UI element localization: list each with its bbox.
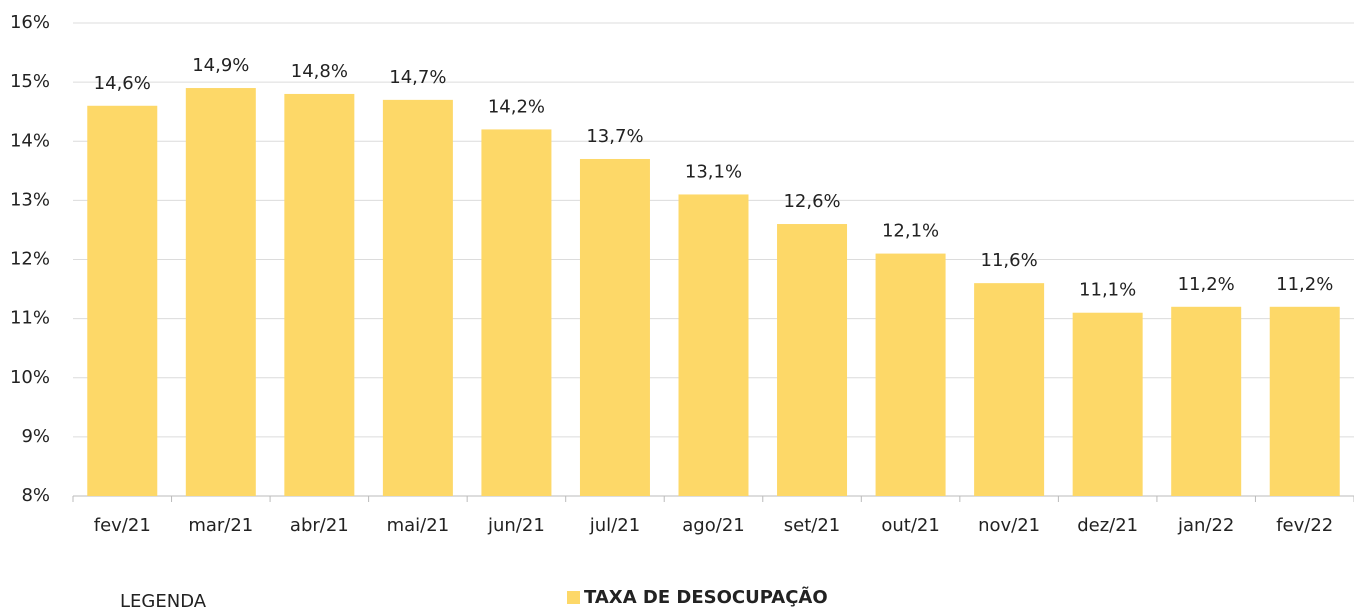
bar bbox=[875, 253, 946, 496]
bar bbox=[579, 158, 650, 497]
bar bbox=[87, 105, 158, 497]
bar bbox=[481, 129, 552, 497]
x-tick-label: ago/21 bbox=[682, 515, 744, 536]
bar bbox=[1269, 306, 1340, 496]
value-label: 12,1% bbox=[882, 221, 939, 242]
value-label: 14,6% bbox=[94, 73, 151, 94]
x-tick-label: set/21 bbox=[784, 515, 840, 536]
value-label: 13,1% bbox=[685, 161, 742, 182]
x-tick-label: jun/21 bbox=[487, 515, 545, 536]
value-label: 14,8% bbox=[291, 61, 348, 82]
value-label: 11,2% bbox=[1276, 274, 1333, 295]
x-tick-label: jan/22 bbox=[1177, 515, 1234, 536]
x-tick-label: fev/22 bbox=[1276, 515, 1333, 536]
value-label: 11,6% bbox=[981, 250, 1038, 271]
x-tick-label: dez/21 bbox=[1077, 515, 1138, 536]
bar bbox=[185, 88, 256, 496]
x-tick-label: jul/21 bbox=[589, 515, 640, 536]
bar bbox=[974, 283, 1045, 496]
y-tick-label: 16% bbox=[10, 12, 50, 33]
x-tick-label: out/21 bbox=[881, 515, 939, 536]
bar bbox=[382, 99, 453, 497]
y-tick-label: 13% bbox=[10, 189, 50, 210]
x-tick-label: mai/21 bbox=[387, 515, 450, 536]
value-label: 13,7% bbox=[586, 126, 643, 147]
value-label: 12,6% bbox=[783, 191, 840, 212]
x-tick-label: abr/21 bbox=[290, 515, 349, 536]
y-tick-label: 14% bbox=[10, 130, 50, 151]
bar bbox=[1072, 312, 1143, 496]
value-label: 14,9% bbox=[192, 55, 249, 76]
value-label: 14,2% bbox=[488, 96, 545, 117]
bar bbox=[1171, 306, 1242, 496]
legend-label: TAXA DE DESOCUPAÇÃO bbox=[584, 585, 828, 607]
bar bbox=[777, 224, 848, 496]
value-label: 11,2% bbox=[1178, 274, 1235, 295]
legend-title: LEGENDA bbox=[120, 591, 207, 607]
x-tick-label: nov/21 bbox=[978, 515, 1040, 536]
y-tick-label: 10% bbox=[10, 367, 50, 388]
value-label: 11,1% bbox=[1079, 280, 1136, 301]
y-tick-label: 11% bbox=[10, 308, 50, 329]
value-label: 14,7% bbox=[389, 67, 446, 88]
x-tick-label: fev/21 bbox=[94, 515, 151, 536]
y-tick-label: 12% bbox=[10, 249, 50, 270]
bar bbox=[678, 194, 749, 496]
legend-swatch bbox=[567, 591, 580, 604]
bar bbox=[284, 93, 355, 496]
y-tick-label: 9% bbox=[21, 426, 50, 447]
y-tick-label: 15% bbox=[10, 71, 50, 92]
x-tick-label: mar/21 bbox=[188, 515, 253, 536]
y-tick-label: 8% bbox=[21, 485, 50, 506]
